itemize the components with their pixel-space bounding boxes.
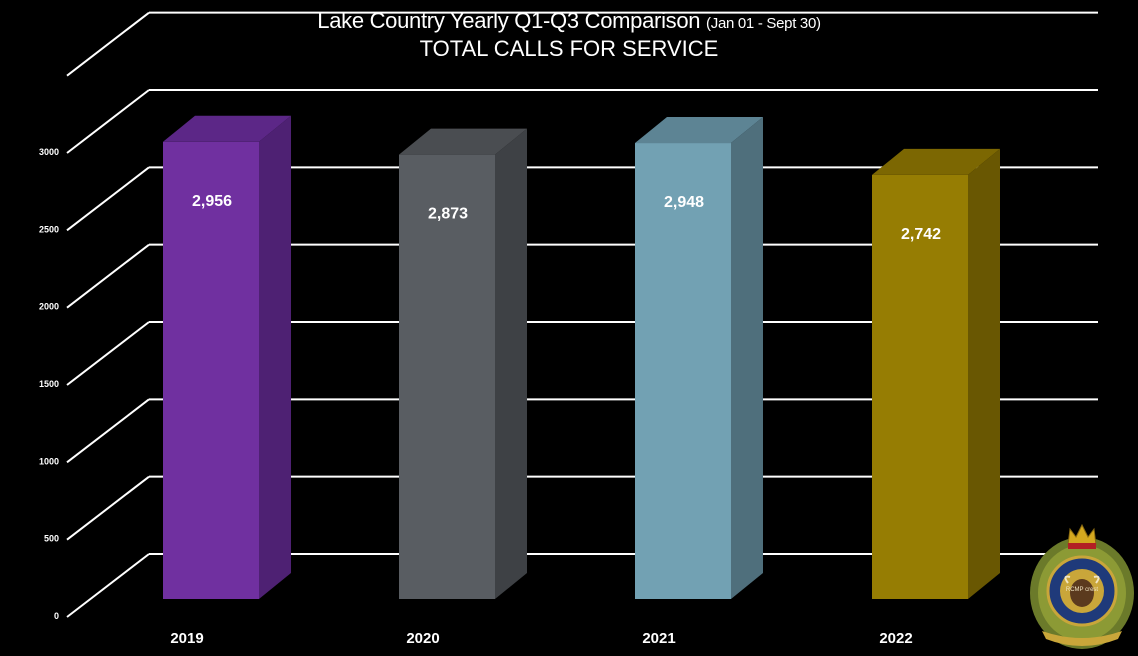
bar-top [399,128,527,155]
gridline-diagonal [66,11,150,77]
data-label: 2,948 [664,194,704,211]
gridline-diagonal [66,553,150,618]
crest-lettering: RCMP crest [1066,587,1099,593]
gridline-diagonal [66,321,150,386]
x-tick-label: 2021 [642,630,675,647]
y-tick-label: 1000 [39,456,59,466]
data-label: 2,742 [901,226,941,243]
data-label: 2,956 [192,193,232,210]
y-tick-label: 0 [54,611,59,621]
bar-front [163,141,259,599]
bar-2019: 2,956 [163,115,291,600]
y-tick-label: 3000 [39,147,59,157]
chart-subtitle: TOTAL CALLS FOR SERVICE [419,36,719,61]
bar-2022: 2,742 [872,148,1000,600]
bar-front [399,154,495,599]
data-label: 2,873 [428,206,468,223]
bar-side [259,115,291,600]
bar-2021: 2,948 [635,117,763,599]
gridline-diagonal [66,243,150,309]
chart-title: Lake Country Yearly Q1-Q3 Comparison (Ja… [0,8,1138,62]
bar-top [635,117,763,144]
y-tick-label: 2500 [39,224,59,234]
y-tick-label: 2000 [39,302,59,312]
gridline-diagonal [66,475,150,541]
y-axis: 0 500 1000 1500 2000 2500 3000 [39,147,59,621]
bar-side [968,148,1000,600]
y-tick-label: 500 [44,534,59,544]
rcmp-crest-logo [1030,523,1134,649]
x-tick-label: 2019 [170,630,203,647]
bar-side [495,128,527,599]
bar-2020: 2,873 [399,128,527,599]
bar-front [635,143,731,599]
x-tick-label: 2020 [406,630,439,647]
bar-side [731,117,763,599]
bars: 2,956 2,873 2,948 2,742 [163,115,1000,600]
bar-top [872,148,1000,175]
bar-top [163,115,291,142]
gridline-diagonal [66,398,150,464]
gridline-diagonal [66,89,150,154]
title-date-range: (Jan 01 - Sept 30) [706,15,821,32]
title-main: Lake Country Yearly Q1-Q3 Comparison [317,8,701,33]
bar-front [872,174,968,600]
x-axis: 2019 2020 2021 2022 [170,630,912,647]
gridline-diagonal [66,166,150,232]
x-tick-label: 2022 [879,630,912,647]
y-tick-label: 1500 [39,379,59,389]
